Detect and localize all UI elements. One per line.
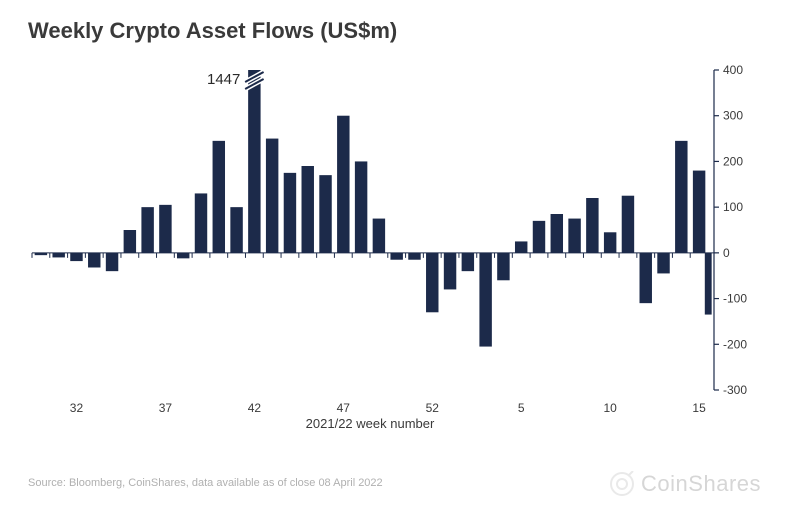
bar <box>515 241 527 252</box>
bar <box>52 253 64 258</box>
bar <box>88 253 100 268</box>
bar <box>586 198 598 253</box>
source-text: Source: Bloomberg, CoinShares, data avai… <box>28 477 383 489</box>
x-axis-label: 2021/22 week number <box>306 416 435 431</box>
x-tick-label: 10 <box>603 401 617 415</box>
y-tick-label: 400 <box>723 63 743 77</box>
x-tick-label: 5 <box>518 401 525 415</box>
bar <box>141 207 153 253</box>
bar <box>230 207 242 253</box>
bar <box>213 141 225 253</box>
x-tick-label: 52 <box>426 401 440 415</box>
bar <box>568 219 580 253</box>
y-tick-label: 300 <box>723 109 743 123</box>
bar <box>693 171 705 253</box>
bar <box>479 253 491 347</box>
bar <box>604 232 616 253</box>
bar <box>159 205 171 253</box>
y-tick-label: 100 <box>723 200 743 214</box>
brand-text: CoinShares <box>641 471 761 497</box>
bar <box>444 253 456 290</box>
y-tick-label: -100 <box>723 292 747 306</box>
bar <box>248 70 260 253</box>
y-tick-label: -200 <box>723 337 747 351</box>
x-tick-label: 15 <box>692 401 706 415</box>
brand-logo: CoinShares <box>609 471 761 497</box>
bar <box>177 253 189 258</box>
y-tick-label: -300 <box>723 383 747 397</box>
bar <box>622 196 634 253</box>
bar <box>319 175 331 253</box>
bar <box>675 141 687 253</box>
bar <box>426 253 438 312</box>
bar <box>337 116 349 253</box>
bar <box>284 173 296 253</box>
bar-latest <box>705 253 712 315</box>
bar <box>640 253 652 303</box>
bar <box>373 219 385 253</box>
bar-chart: -300 -200 -100 0 100 200 300 400 32 37 42 47 52 5 10 15… <box>28 60 748 440</box>
x-tick-label: 47 <box>337 401 351 415</box>
bar <box>266 139 278 253</box>
bar <box>302 166 314 253</box>
bar <box>497 253 509 280</box>
bar <box>462 253 474 271</box>
chart-title: Weekly Crypto Asset Flows (US$m) <box>28 18 397 44</box>
bar-annotation: 1447 <box>207 71 240 88</box>
y-tick-label: 200 <box>723 154 743 168</box>
bar <box>124 230 136 253</box>
bar <box>533 221 545 253</box>
bar <box>408 253 420 260</box>
x-tick-label: 42 <box>248 401 262 415</box>
coinshares-icon <box>609 471 635 497</box>
bar <box>70 253 82 261</box>
bar <box>355 161 367 252</box>
x-tick-label: 37 <box>159 401 173 415</box>
bar <box>195 193 207 252</box>
bar <box>106 253 118 271</box>
bar <box>551 214 563 253</box>
bar <box>657 253 669 274</box>
y-tick-label: 0 <box>723 246 730 260</box>
bar <box>390 253 402 260</box>
x-tick-label: 32 <box>70 401 84 415</box>
